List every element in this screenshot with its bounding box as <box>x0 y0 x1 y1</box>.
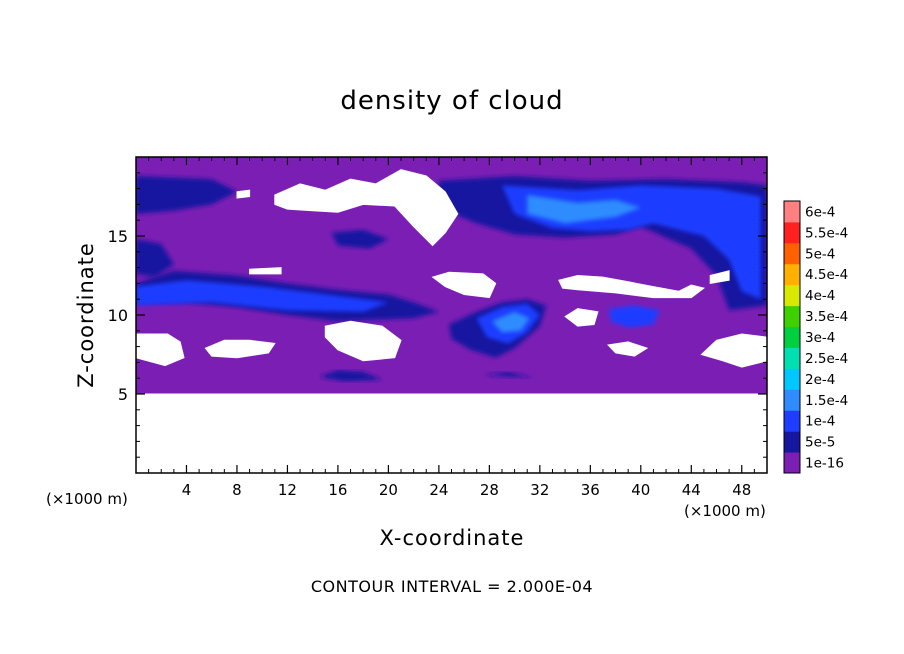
no-cloud-region-12 <box>709 270 730 284</box>
contour-region-8 <box>609 305 660 328</box>
no-cloud-region-4 <box>204 339 276 359</box>
contour-interval-note: CONTOUR INTERVAL = 2.000E-04 <box>310 577 594 596</box>
x-unit-label-right: (×1000 m) <box>684 502 766 520</box>
x-unit-label-left: (×1000 m) <box>46 490 128 508</box>
colorbar-label-4: 2e-4 <box>805 372 835 388</box>
colorbar-swatch-12 <box>784 201 800 223</box>
contour-region-9 <box>136 176 237 214</box>
no-cloud-region-3 <box>136 333 185 367</box>
no-cloud-region-1 <box>274 169 459 247</box>
x-tick-label-16: 16 <box>328 481 347 499</box>
x-tick-label-36: 36 <box>581 481 600 499</box>
x-tick-label-44: 44 <box>682 481 701 499</box>
contour-region-4 <box>527 194 641 224</box>
contour-region-7 <box>491 311 530 333</box>
colorbar-label-10: 5e-4 <box>805 246 835 262</box>
colorbar-label-6: 3e-4 <box>805 330 835 346</box>
colorbar-swatch-9 <box>784 263 800 286</box>
colorbar-label-0: 1e-16 <box>805 456 844 472</box>
no-cloud-region-10 <box>700 333 767 368</box>
x-tick-label-8: 8 <box>232 481 242 499</box>
contour-region-13 <box>483 371 534 379</box>
colorbar-swatch-2 <box>784 410 800 432</box>
colorbar-label-9: 4.5e-4 <box>805 267 848 283</box>
colorbar-swatch-6 <box>784 326 800 348</box>
colorbar-swatch-3 <box>784 389 800 411</box>
chart-title: density of cloud <box>340 86 564 116</box>
x-axis-label: X-coordinate <box>379 526 525 550</box>
colorbar-swatch-11 <box>784 221 800 244</box>
x-tick-label-48: 48 <box>732 481 751 499</box>
colorbar-label-7: 3.5e-4 <box>805 309 848 325</box>
contour-region-11 <box>331 229 389 249</box>
colorbar-label-5: 2.5e-4 <box>805 351 848 367</box>
x-tick-label-28: 28 <box>480 481 499 499</box>
colorbar-label-2: 1e-4 <box>805 414 835 430</box>
x-tick-label-32: 32 <box>530 481 549 499</box>
no-cloud-region-2 <box>236 189 251 199</box>
colorbar-swatch-4 <box>784 368 800 390</box>
colorbar-label-8: 4e-4 <box>805 288 835 304</box>
no-cloud-region-7 <box>558 274 706 299</box>
colorbar-swatch-1 <box>784 431 800 453</box>
colorbar-swatch-8 <box>784 284 800 307</box>
no-cloud-region-8 <box>564 308 599 327</box>
x-tick-label-40: 40 <box>631 481 650 499</box>
colorbar-swatch-5 <box>784 347 800 369</box>
x-tick-label-12: 12 <box>278 481 297 499</box>
no-cloud-region-9 <box>606 341 649 357</box>
x-tick-label-4: 4 <box>182 481 192 499</box>
colorbar-swatch-10 <box>784 242 800 265</box>
colorbar-label-12: 6e-4 <box>805 204 835 220</box>
no-cloud-region-11 <box>249 267 282 275</box>
contour-region-1 <box>136 280 389 312</box>
colorbar-swatch-7 <box>784 305 800 328</box>
x-tick-label-20: 20 <box>379 481 398 499</box>
colorbar-label-1: 5e-5 <box>805 435 835 451</box>
contour-region-12 <box>319 370 383 382</box>
contour-region-10 <box>136 239 174 278</box>
y-tick-label-5: 5 <box>118 385 128 404</box>
x-tick-label-24: 24 <box>429 481 448 499</box>
colorbar-swatch-0 <box>784 452 800 474</box>
colorbar-frame <box>783 200 801 474</box>
y-tick-label-10: 10 <box>108 306 128 325</box>
no-cloud-region-5 <box>324 320 402 362</box>
no-cloud-region-below-base <box>136 393 767 473</box>
colorbar-label-3: 1.5e-4 <box>805 393 848 409</box>
colorbar-label-11: 5.5e-4 <box>805 225 848 241</box>
y-tick-label-15: 15 <box>108 227 128 246</box>
no-cloud-region-6 <box>431 271 497 299</box>
